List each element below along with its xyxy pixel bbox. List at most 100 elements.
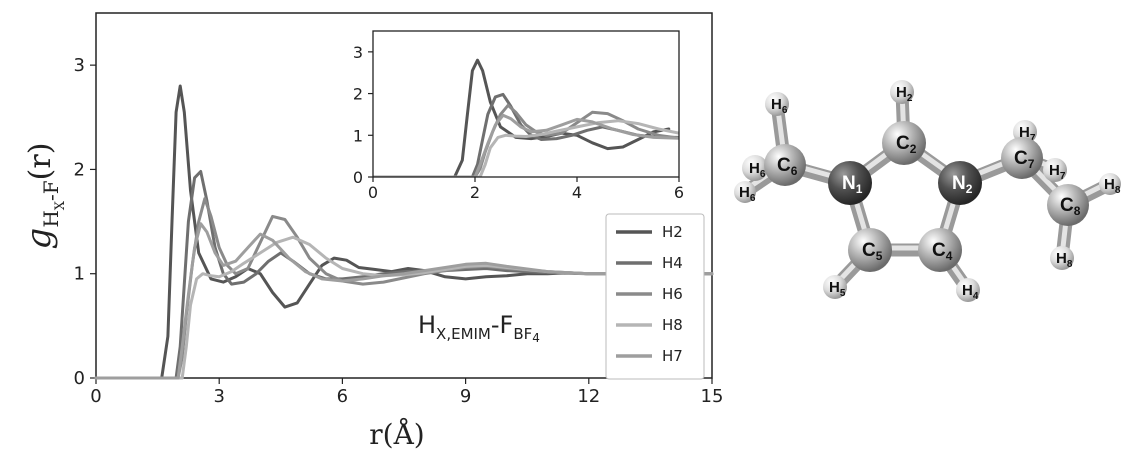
main-x-tick-label: 3 (213, 386, 224, 407)
annotation-bf: BF (513, 325, 532, 343)
atom-index: 6 (791, 164, 798, 178)
atom-index: 8 (1074, 204, 1081, 218)
atom-symbol: H (896, 84, 907, 101)
inset-plot-background (373, 31, 679, 177)
inset-series-line-h8 (373, 119, 679, 177)
atom-sphere (1047, 184, 1089, 226)
atom-label: H8 (1104, 176, 1121, 196)
ylabel-x: X (53, 200, 68, 210)
atom-c8: C8 (1047, 184, 1089, 226)
atom-symbol: H (739, 184, 750, 201)
atom-sphere (742, 155, 768, 181)
inset-series-line-h2 (373, 58, 671, 177)
inset-rdf-plot: 0 2 4 6 0 1 2 3 (353, 30, 684, 202)
atom-c5: C5 (848, 228, 892, 272)
main-series-line-h7 (94, 222, 714, 380)
atom-n1: N1 (828, 161, 872, 205)
atom-index: 6 (760, 169, 766, 180)
atom-symbol: C (862, 240, 876, 261)
atom-sphere (848, 228, 892, 272)
atom-label: C2 (896, 133, 917, 156)
atom-symbol: H (771, 96, 782, 113)
svg-text:gHX-F(r): gHX-F(r) (19, 143, 68, 250)
inset-series-lines (373, 58, 679, 177)
atom-index: 8 (1115, 185, 1121, 196)
atom-sphere (764, 144, 806, 186)
inset-x-tick-label: 6 (674, 183, 684, 202)
atom-index: 1 (856, 182, 863, 196)
annotation-h: H (418, 311, 436, 339)
inset-x-tick-label: 4 (572, 183, 582, 202)
atom-label: H6 (739, 184, 756, 204)
atom-n2: N2 (938, 161, 982, 205)
atom-index: 2 (907, 93, 913, 104)
atom-label: N1 (842, 173, 863, 196)
legend-label-h4: H4 (662, 254, 683, 272)
atom-c4: C4 (918, 228, 962, 272)
atom-h4: H4 (956, 278, 980, 302)
atom-label: N2 (952, 173, 973, 196)
legend-box (605, 213, 705, 380)
atom-symbol: H (1019, 124, 1030, 141)
atom-index: 5 (876, 249, 883, 263)
ylabel-r: (r) (23, 143, 58, 181)
annotation-4: 4 (532, 331, 540, 345)
atom-symbol: N (842, 173, 856, 194)
atom-h8: H8 (1099, 173, 1121, 196)
atom-symbol: C (932, 240, 946, 261)
atom-sphere (938, 161, 982, 205)
inset-y-tick-label: 2 (353, 85, 363, 104)
main-series-lines (94, 84, 714, 380)
atom-index: 6 (750, 193, 756, 204)
legend-label-h8: H8 (662, 316, 683, 334)
main-x-tick-label: 6 (337, 386, 348, 407)
main-x-tick-label: 15 (701, 386, 724, 407)
main-x-axis-label: r(Å) (369, 418, 424, 451)
legend-label-h7: H7 (662, 347, 683, 365)
atom-symbol: H (1049, 162, 1060, 179)
atom-sphere (823, 275, 847, 299)
main-y-tick-label: 2 (74, 159, 85, 180)
atom-c2: C2 (882, 121, 926, 165)
atom-h2: H2 (890, 80, 914, 104)
atom-h6: H6 (742, 155, 768, 181)
inset-x-tick-label: 0 (368, 183, 378, 202)
legend: H2 H4 H6 H8 H7 (605, 213, 705, 380)
atom-index: 7 (1028, 157, 1035, 171)
atom-c6: C6 (764, 144, 806, 186)
atom-sphere (765, 92, 789, 116)
atom-c7: C7 (1001, 137, 1043, 179)
ylabel-g: g (19, 228, 59, 250)
atom-sphere (1050, 246, 1074, 270)
atom-index: 5 (840, 288, 846, 299)
atom-index: 8 (1067, 259, 1073, 270)
atom-symbol: H (962, 282, 973, 299)
atom-symbol: H (1056, 250, 1067, 267)
inset-y-tick-label: 3 (353, 43, 363, 62)
atom-sphere (1099, 173, 1121, 195)
atom-h7: H7 (1043, 158, 1067, 182)
atom-sphere (890, 80, 914, 104)
annotation-f: -F (491, 311, 513, 339)
atom-label: H7 (1049, 162, 1066, 182)
main-x-tick-label: 12 (577, 386, 600, 407)
atom-label: H5 (829, 279, 846, 299)
inset-series-line-h7 (373, 113, 679, 177)
atom-label: C4 (932, 240, 953, 263)
atom-label: H2 (896, 84, 913, 104)
atom-symbol: N (952, 173, 966, 194)
atom-sphere (1043, 158, 1067, 182)
atom-label: C8 (1060, 195, 1081, 218)
atom-label: H7 (1019, 124, 1036, 144)
inset-x-tick-label: 2 (470, 183, 480, 202)
main-series-line-h2 (94, 84, 714, 380)
legend-label-h2: H2 (662, 223, 683, 241)
main-x-tick-label: 0 (90, 386, 101, 407)
atom-h6: H6 (765, 92, 789, 116)
inset-y-tick-label: 0 (353, 168, 363, 187)
